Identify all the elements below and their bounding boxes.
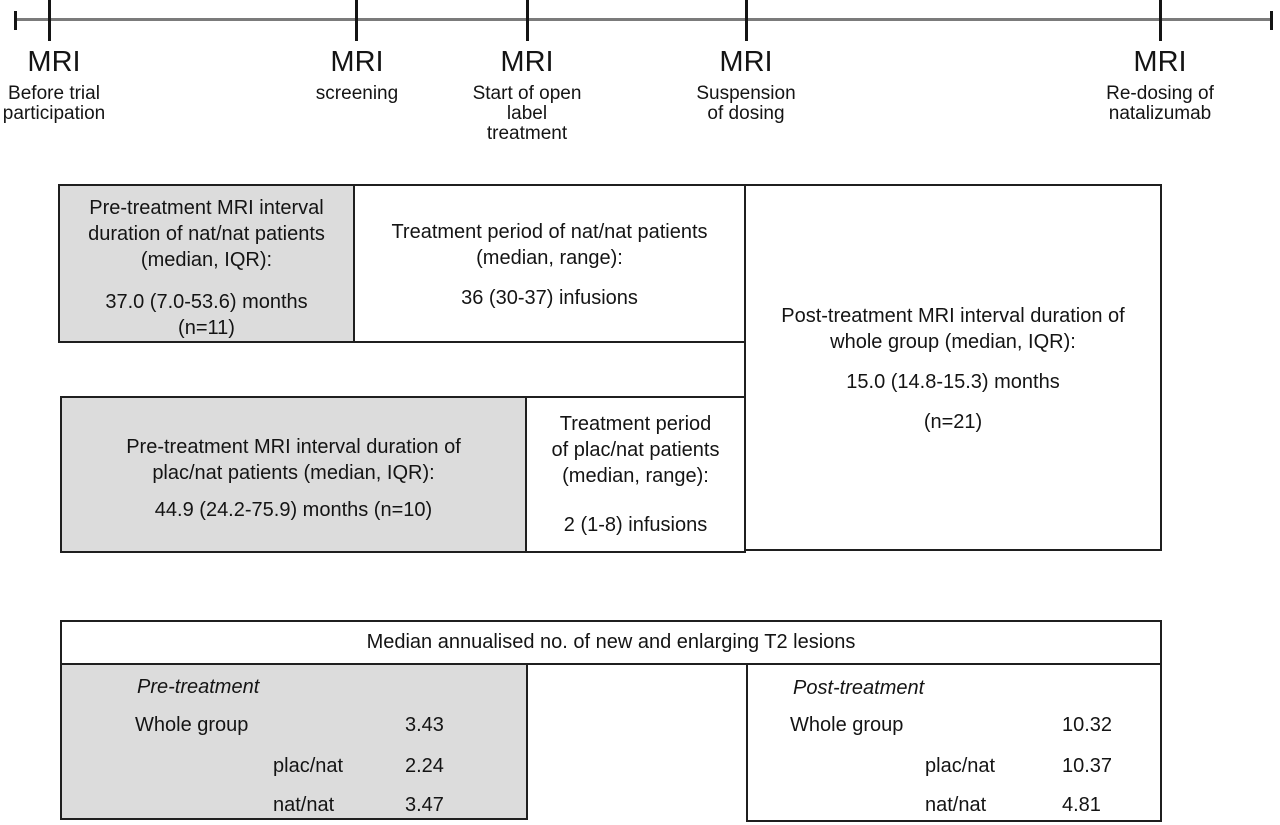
timeline-end-tick-left	[14, 11, 17, 30]
event-title: MRI	[27, 46, 81, 78]
row-value: 10.37	[1062, 755, 1113, 777]
panel-header: Post-treatment	[793, 677, 925, 699]
row-label: nat/nat	[925, 794, 987, 816]
box-heading: Post-treatment MRI interval duration of …	[781, 305, 1125, 353]
timeline-tick-before-trial	[48, 0, 51, 41]
box-treatment-natnat: Treatment period of nat/nat patients (me…	[355, 186, 744, 341]
event-before-trial: MRI Before trial participation	[3, 46, 105, 124]
event-title: MRI	[330, 46, 384, 78]
box-value: 15.0 (14.8-15.3) months	[846, 371, 1060, 393]
lesion-table-header: Median annualised no. of new and enlargi…	[60, 620, 1162, 665]
row-value: 3.47	[405, 794, 444, 816]
row-label: Whole group	[790, 714, 904, 736]
box-value: 44.9 (24.2-75.9) months (n=10)	[154, 499, 433, 521]
row-value: 10.32	[1062, 714, 1113, 736]
event-title: MRI	[500, 46, 554, 78]
panel-header: Pre-treatment	[137, 676, 260, 698]
event-caption: Before trial participation	[2, 83, 106, 124]
row-placnat: Pre-treatment MRI interval duration of p…	[60, 396, 746, 553]
event-caption: Start of open label treatment	[472, 83, 582, 144]
event-caption: Suspension of dosing	[696, 83, 796, 124]
row-label: nat/nat	[273, 794, 335, 816]
row-label: plac/nat	[273, 755, 344, 777]
event-redosing: MRI Re-dosing of natalizumab	[1106, 46, 1214, 124]
event-caption: Re-dosing of natalizumab	[1106, 83, 1214, 124]
box-pretreatment-placnat: Pre-treatment MRI interval duration of p…	[62, 398, 527, 551]
box-posttreatment-whole-group: Post-treatment MRI interval duration of …	[744, 184, 1162, 551]
lesion-table-posttreatment-panel: Post-treatment Whole group 10.32 plac/na…	[746, 663, 1162, 822]
row-value: 3.43	[405, 714, 444, 736]
timeline-line	[15, 18, 1272, 21]
box-value: 36 (30-37) infusions	[461, 287, 638, 309]
row-label: plac/nat	[925, 755, 996, 777]
row-value: 4.81	[1062, 794, 1101, 816]
box-heading: Pre-treatment MRI interval duration of p…	[126, 436, 461, 484]
timeline-tick-open-label	[526, 0, 529, 41]
event-title: MRI	[719, 46, 773, 78]
event-title: MRI	[1133, 46, 1187, 78]
box-treatment-placnat: Treatment period of plac/nat patients (m…	[527, 398, 744, 551]
timeline-end-tick-right	[1270, 11, 1273, 30]
event-open-label: MRI Start of open label treatment	[473, 46, 582, 144]
box-pretreatment-natnat: Pre-treatment MRI interval duration of n…	[60, 186, 355, 341]
event-suspension: MRI Suspension of dosing	[696, 46, 795, 124]
row-value: 2.24	[405, 755, 444, 777]
timeline-tick-screening	[355, 0, 358, 41]
event-screening: MRI screening	[316, 46, 398, 104]
lesion-table-pretreatment-panel: Pre-treatment Whole group 3.43 plac/nat …	[60, 663, 528, 820]
box-n-count: (n=21)	[923, 411, 983, 433]
box-heading: Treatment period of nat/nat patients (me…	[391, 221, 708, 269]
event-caption: screening	[315, 83, 399, 104]
row-natnat: Pre-treatment MRI interval duration of n…	[58, 184, 746, 343]
row-label: Whole group	[135, 714, 249, 736]
timeline-tick-redosing	[1159, 0, 1162, 41]
box-heading: Pre-treatment MRI interval duration of n…	[88, 197, 325, 271]
timeline-tick-suspension	[745, 0, 748, 41]
box-value: 37.0 (7.0-53.6) months (n=11)	[105, 291, 308, 339]
box-value: 2 (1-8) infusions	[563, 514, 708, 536]
lesion-table-title: Median annualised no. of new and enlargi…	[366, 631, 856, 653]
box-heading: Treatment period of plac/nat patients (m…	[551, 413, 720, 487]
